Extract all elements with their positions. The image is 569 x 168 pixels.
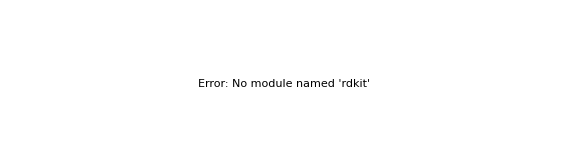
Text: Error: No module named 'rdkit': Error: No module named 'rdkit' (198, 79, 370, 89)
